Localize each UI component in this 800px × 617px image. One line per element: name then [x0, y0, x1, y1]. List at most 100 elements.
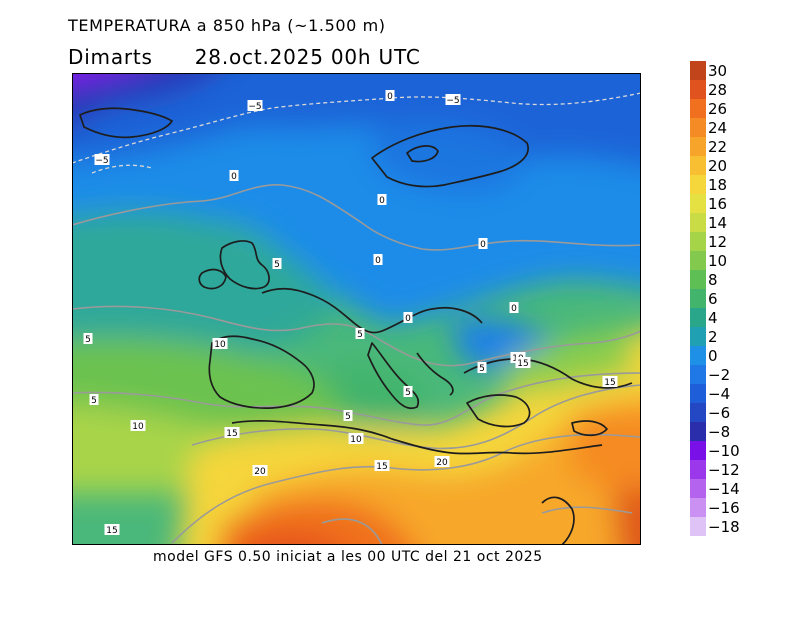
legend-label: −14 [708, 480, 740, 498]
legend-label: −6 [708, 404, 730, 422]
legend-label: 20 [708, 157, 727, 175]
contour-label-bg [478, 238, 488, 249]
legend-swatch [690, 498, 706, 517]
legend-swatch [690, 156, 706, 175]
legend-label: 30 [708, 62, 727, 80]
legend-label: 6 [708, 290, 718, 308]
legend-swatch [690, 365, 706, 384]
legend-swatch [690, 137, 706, 156]
contour-label-bg [373, 254, 383, 265]
legend-label: 16 [708, 195, 727, 213]
legend-label: 4 [708, 309, 718, 327]
contour-label: 15 [376, 462, 387, 472]
contour-label: 10 [214, 340, 226, 350]
contour-label: 0 [405, 314, 411, 324]
temperature-map: −50−5−5005000055101015551555101510201520… [72, 73, 641, 545]
legend-label: −4 [708, 385, 730, 403]
contour-label: 0 [480, 240, 486, 250]
legend-label: 22 [708, 138, 727, 156]
contour-label-bg [104, 524, 120, 535]
contour-label: −5 [446, 96, 459, 106]
contour-label-bg [89, 394, 99, 405]
contour-label: 20 [436, 458, 448, 468]
legend-swatch [690, 479, 706, 498]
legend-label: −18 [708, 518, 740, 536]
legend-swatch [690, 270, 706, 289]
legend-swatch [690, 175, 706, 194]
isotherm-contours [72, 184, 641, 545]
legend-label: 0 [708, 347, 718, 365]
contour-label-bg [212, 338, 228, 349]
contour-label-bg [252, 465, 268, 476]
contour-label: −5 [95, 156, 108, 166]
legend-swatch [690, 346, 706, 365]
negative-contours [72, 92, 641, 174]
contour-label-bg [355, 328, 365, 339]
legend-label: −16 [708, 499, 740, 517]
contour-label: 15 [604, 378, 615, 388]
contour-label-bg [602, 376, 618, 387]
contour-label: 0 [375, 256, 381, 266]
contour-label-bg [224, 427, 240, 438]
contour-label-bg [94, 154, 110, 165]
legend-swatch [690, 308, 706, 327]
legend-swatch [690, 403, 706, 422]
contour-label-bg [477, 362, 487, 373]
contour-label: 5 [479, 364, 485, 374]
valid-date: 28.oct.2025 00h UTC [194, 45, 421, 69]
contour-label-bg [509, 302, 519, 313]
contour-label-bg [229, 170, 239, 181]
coastlines [79, 107, 633, 545]
legend-label: 2 [708, 328, 718, 346]
legend-swatch [690, 118, 706, 137]
day-name: Dimarts [68, 45, 153, 69]
legend-swatch [690, 327, 706, 346]
contour-label: 0 [231, 172, 237, 182]
legend-bar [690, 61, 706, 536]
legend-swatch [690, 422, 706, 441]
legend-labels: 302826242220181614121086420−2−4−6−8−10−1… [708, 62, 740, 536]
legend-swatch [690, 289, 706, 308]
legend-swatch [690, 517, 706, 536]
valid-time: Dimarts 28.oct.2025 00h UTC [68, 45, 421, 69]
legend-label: −2 [708, 366, 730, 384]
contour-label: 20 [254, 467, 266, 477]
contour-label-bg [374, 460, 390, 471]
legend-label: 24 [708, 119, 727, 137]
contour-label-bg [83, 333, 93, 344]
legend-label: 14 [708, 214, 727, 232]
legend-label: 8 [708, 271, 718, 289]
contour-label: 15 [226, 429, 237, 439]
legend-swatch [690, 213, 706, 232]
legend-swatch [690, 194, 706, 213]
legend-swatch [690, 80, 706, 99]
contour-label-bg [403, 386, 413, 397]
contour-label-bg [247, 100, 263, 111]
contour-label: 15 [517, 359, 528, 369]
legend-swatch [690, 384, 706, 403]
contour-label-bg [385, 90, 395, 101]
legend-swatch [690, 99, 706, 118]
contour-label: 5 [274, 260, 280, 270]
contour-label-bg [377, 194, 387, 205]
legend-swatch [690, 251, 706, 270]
contour-label: 5 [345, 412, 351, 422]
contour-label: 5 [357, 330, 363, 340]
contour-label-bg [403, 312, 413, 323]
contour-label-bg [272, 258, 282, 269]
contour-label-bg [343, 410, 353, 421]
legend-label: 10 [708, 252, 727, 270]
legend-swatch [690, 441, 706, 460]
legend-label: 12 [708, 233, 727, 251]
legend-label: −8 [708, 423, 730, 441]
contour-label: 0 [379, 196, 385, 206]
legend-label: −10 [708, 442, 740, 460]
legend-swatch [690, 460, 706, 479]
contour-label: −5 [248, 102, 261, 112]
map-title: TEMPERATURA a 850 hPa (~1.500 m) [68, 16, 386, 35]
legend-swatch [690, 232, 706, 251]
legend-swatch [690, 61, 706, 80]
contour-label: 0 [387, 92, 393, 102]
contour-labels: −50−5−5005000055101015551555101510201520… [83, 90, 618, 536]
contour-label-bg [348, 433, 364, 444]
